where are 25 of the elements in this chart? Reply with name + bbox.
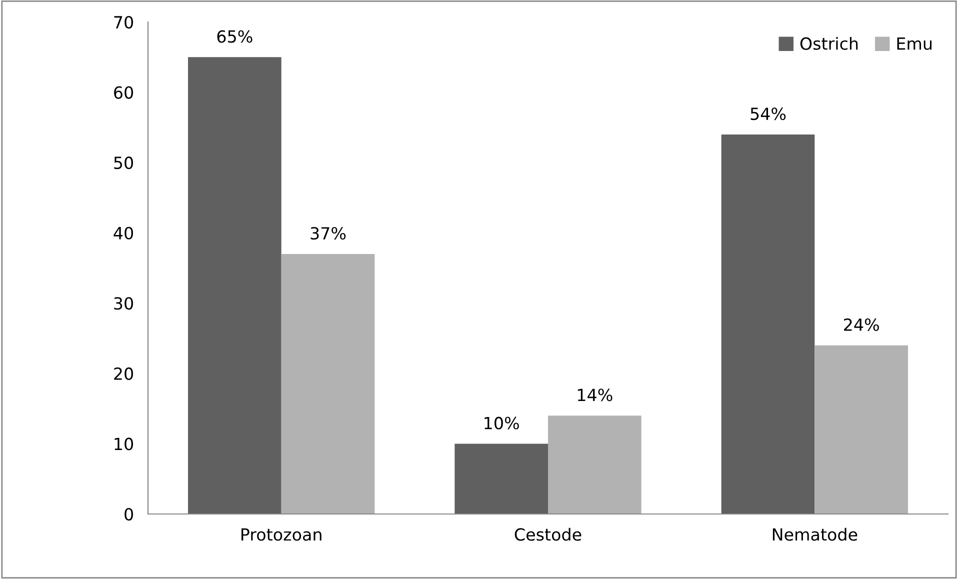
x-tick-label: Protozoan bbox=[242, 528, 322, 541]
data-label: 14% bbox=[578, 388, 612, 402]
data-label: 54% bbox=[750, 108, 786, 120]
bar bbox=[548, 416, 642, 514]
data-label: 37% bbox=[310, 226, 346, 240]
bar bbox=[721, 134, 815, 514]
data-label: 24% bbox=[844, 318, 879, 331]
legend-label: Ostrich bbox=[800, 37, 858, 50]
bar bbox=[188, 57, 282, 514]
bar bbox=[281, 254, 375, 514]
y-tick-label: 60 bbox=[114, 86, 134, 99]
y-tick-label: 70 bbox=[114, 16, 134, 29]
y-tick-label: 40 bbox=[114, 226, 134, 240]
x-tick-label: Cestode bbox=[514, 528, 582, 541]
bar bbox=[454, 444, 548, 514]
x-tick-label: Nematode bbox=[772, 528, 858, 541]
y-tick-label: 50 bbox=[114, 156, 134, 170]
y-tick-label: 30 bbox=[114, 297, 134, 310]
legend-label: Emu bbox=[897, 38, 932, 50]
data-label: 65% bbox=[217, 30, 252, 43]
data-label: 10% bbox=[484, 416, 519, 430]
y-tick-label: 0 bbox=[124, 508, 134, 521]
y-tick-label: 10 bbox=[114, 438, 134, 450]
bar bbox=[814, 345, 908, 514]
y-tick-label: 20 bbox=[114, 367, 134, 380]
